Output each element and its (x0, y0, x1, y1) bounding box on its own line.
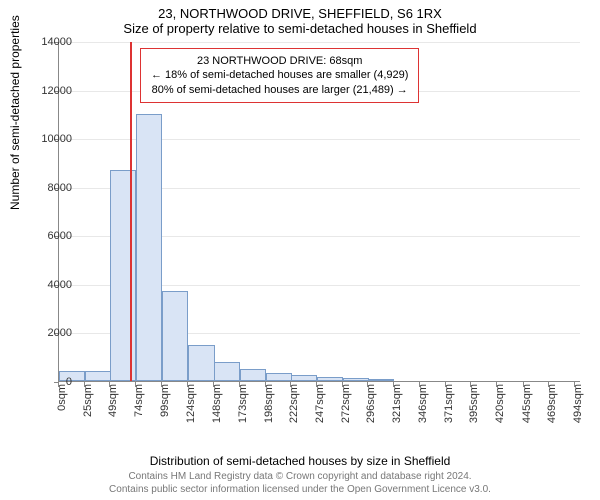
histogram-bar (317, 377, 343, 381)
y-tick-label: 10000 (28, 133, 72, 145)
x-tick-label: 247sqm (314, 384, 326, 423)
histogram-bar (368, 379, 394, 381)
histogram-bar (214, 362, 240, 381)
x-tick-label: 445sqm (521, 384, 533, 423)
histogram-bar (240, 369, 266, 381)
y-tick-label: 8000 (28, 182, 72, 194)
chart-title-main: 23, NORTHWOOD DRIVE, SHEFFIELD, S6 1RX (0, 0, 600, 21)
x-tick-label: 272sqm (340, 384, 352, 423)
chart-area: 23 NORTHWOOD DRIVE: 68sqm ← 18% of semi-… (58, 42, 580, 412)
x-tick-label: 99sqm (159, 384, 171, 417)
y-tick-label: 0 (28, 376, 72, 388)
x-tick-label: 296sqm (365, 384, 377, 423)
footer-line-1: Contains HM Land Registry data © Crown c… (0, 471, 600, 484)
info-line-1: 23 NORTHWOOD DRIVE: 68sqm (151, 54, 408, 68)
x-tick-label: 395sqm (468, 384, 480, 423)
x-axis-title: Distribution of semi-detached houses by … (0, 454, 600, 468)
footer-attribution: Contains HM Land Registry data © Crown c… (0, 471, 600, 496)
info-line-2: ← 18% of semi-detached houses are smalle… (151, 68, 408, 82)
x-tick-label: 198sqm (263, 384, 275, 423)
histogram-bar (266, 373, 292, 382)
footer-line-2: Contains public sector information licen… (0, 484, 600, 497)
x-tick-label: 321sqm (391, 384, 403, 423)
histogram-bar (291, 375, 317, 381)
histogram-bar (188, 345, 214, 381)
x-tick-label: 0sqm (56, 384, 68, 411)
info-annotation-box: 23 NORTHWOOD DRIVE: 68sqm ← 18% of semi-… (140, 48, 419, 103)
histogram-bar (110, 170, 136, 381)
x-tick-label: 173sqm (237, 384, 249, 423)
info-line-3: 80% of semi-detached houses are larger (… (151, 83, 408, 97)
chart-title-sub: Size of property relative to semi-detach… (0, 21, 600, 40)
x-tick-label: 346sqm (417, 384, 429, 423)
y-tick-label: 14000 (28, 36, 72, 48)
x-tick-label: 420sqm (494, 384, 506, 423)
y-tick-label: 4000 (28, 279, 72, 291)
x-tick-label: 124sqm (185, 384, 197, 423)
y-tick-label: 2000 (28, 327, 72, 339)
x-tick-label: 74sqm (133, 384, 145, 417)
histogram-bar (85, 371, 111, 381)
x-tick-label: 222sqm (288, 384, 300, 423)
histogram-bar (162, 291, 188, 381)
x-tick-label: 469sqm (546, 384, 558, 423)
histogram-bar (343, 378, 369, 381)
gridline (59, 42, 580, 43)
x-tick-label: 371sqm (443, 384, 455, 423)
x-tick-label: 25sqm (82, 384, 94, 417)
y-axis-title: Number of semi-detached properties (8, 15, 22, 210)
y-tick-label: 6000 (28, 230, 72, 242)
x-tick-label: 148sqm (211, 384, 223, 423)
property-marker-line (130, 42, 132, 381)
plot-area: 23 NORTHWOOD DRIVE: 68sqm ← 18% of semi-… (58, 42, 580, 382)
x-tick-label: 494sqm (572, 384, 584, 423)
y-tick-label: 12000 (28, 85, 72, 97)
histogram-bar (136, 114, 162, 381)
x-tick-label: 49sqm (107, 384, 119, 417)
